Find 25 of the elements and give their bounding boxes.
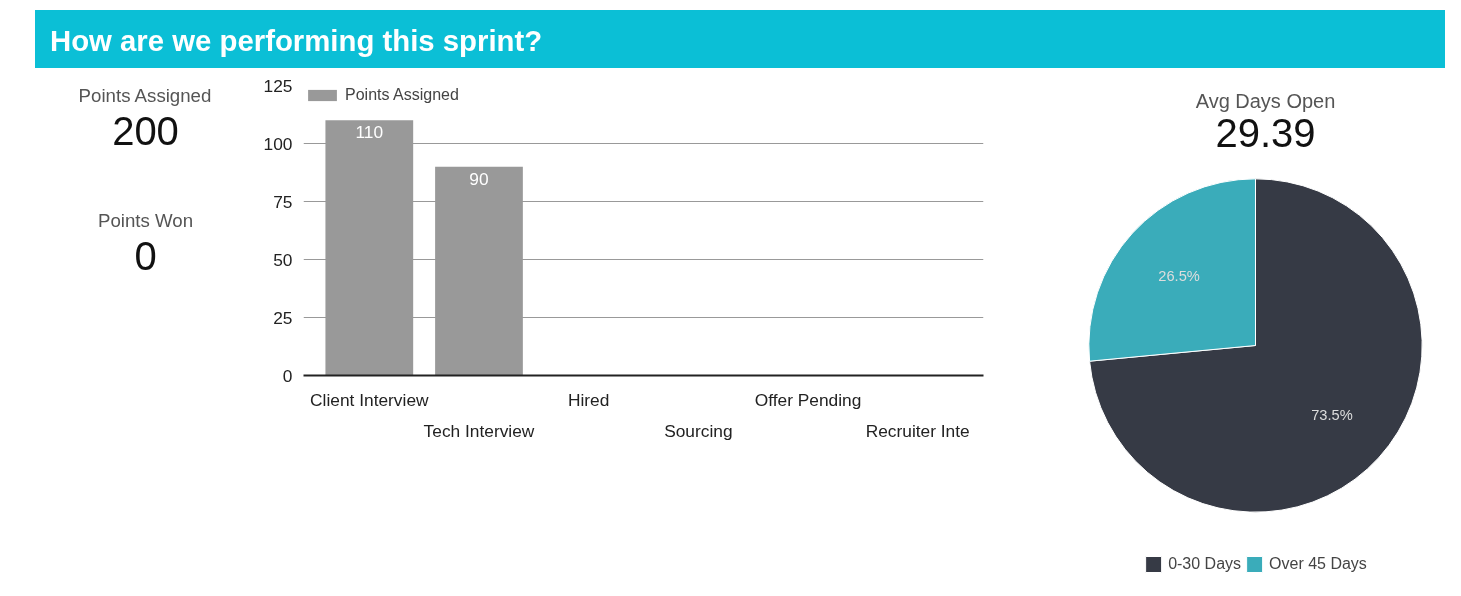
text: Points Won — [97, 210, 194, 231]
data-label: 110 — [355, 122, 384, 143]
text: How are we performing this sprint? — [50, 23, 543, 59]
x-tick-label: Tech Interview — [423, 420, 535, 441]
x-tick-label: Recruiter Inte — [865, 420, 970, 441]
y-tick-label: 50 — [273, 249, 293, 270]
legend-label: Points Assigned — [345, 86, 459, 104]
text: Points Assigned — [78, 85, 212, 106]
y-tick-label: 100 — [263, 133, 293, 154]
x-tick-label: Hired — [567, 389, 610, 410]
x-tick-label: Offer Pending — [754, 389, 862, 410]
text: Avg Days Open — [1195, 89, 1336, 112]
text: 0 — [134, 233, 157, 278]
y-tick-label: 0 — [282, 365, 293, 386]
x-tick-label: Client Interview — [310, 389, 430, 410]
y-tick-label: 75 — [273, 191, 293, 212]
x-tick-label: Sourcing — [664, 420, 733, 441]
data-label: 26.5% — [1158, 267, 1200, 284]
legend-label: Over 45 Days — [1269, 554, 1367, 573]
data-label: 73.5% — [1311, 407, 1353, 424]
y-tick-label: 25 — [273, 307, 293, 328]
legend-label: 0-30 Days — [1168, 554, 1242, 573]
text: 200 — [112, 108, 179, 153]
y-tick-label: 125 — [263, 75, 293, 96]
data-label: 90 — [469, 168, 489, 189]
